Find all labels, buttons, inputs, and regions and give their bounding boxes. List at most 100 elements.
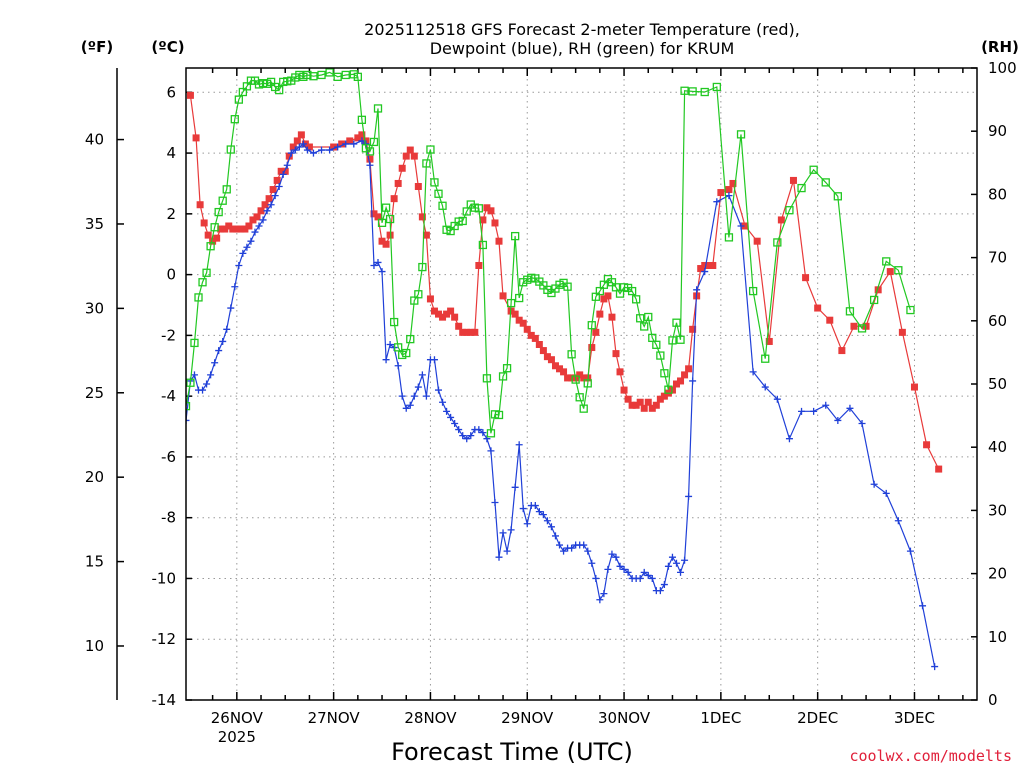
rh-point (821, 178, 830, 187)
rh-point (309, 72, 318, 81)
dewpoint-point (620, 565, 628, 573)
temperature-point (406, 146, 414, 154)
dewpoint-point (664, 562, 672, 570)
dewpoint-point (342, 140, 350, 148)
chart-title-line1: 2025112518 GFS Forecast 2-meter Temperat… (364, 20, 800, 39)
rh-point (587, 321, 596, 330)
temperature-point (898, 328, 906, 336)
rh-tick-label: 100 (988, 59, 1017, 77)
rh-point (210, 223, 219, 232)
temperature-point (491, 219, 499, 227)
fahrenheit-unit-label: (ºF) (81, 38, 113, 56)
temperature-point (656, 395, 664, 403)
temperature-point (523, 325, 531, 333)
dewpoint-point (398, 392, 406, 400)
rh-point (660, 369, 669, 378)
dewpoint-point (370, 262, 378, 269)
dewpoint-point (725, 192, 733, 200)
temperature-point (616, 368, 624, 376)
temperature-point (709, 262, 717, 269)
temperature-point (765, 337, 773, 345)
dewpoint-point (604, 565, 612, 573)
rh-tick-label: 0 (988, 691, 998, 709)
celsius-tick-label: -2 (161, 326, 176, 344)
rh-point (688, 87, 697, 96)
dewpoint-point (291, 146, 299, 154)
temperature-point (402, 152, 410, 160)
temperature-point (358, 131, 366, 139)
dewpoint-point (414, 383, 422, 391)
dewpoint-point (443, 407, 451, 415)
temperature-line (189, 95, 940, 470)
temperature-point (265, 195, 273, 203)
temperature-point (652, 401, 660, 409)
dewpoint-point (467, 432, 475, 440)
x-tick-label: 30NOV (598, 709, 651, 727)
temperature-point (459, 328, 467, 336)
dewpoint-point (439, 398, 447, 406)
dewpoint-point (773, 395, 781, 403)
celsius-tick-label: -10 (152, 569, 177, 587)
rh-point (402, 348, 411, 358)
dewpoint-point (906, 547, 914, 555)
dewpoint-point (430, 356, 438, 364)
rh-point (575, 393, 584, 402)
temperature-point (826, 316, 834, 324)
temperature-point (217, 225, 225, 233)
temperature-point (418, 213, 426, 221)
dewpoint-point (271, 192, 279, 200)
dewpoint-point (677, 568, 685, 576)
rh-point (194, 293, 203, 302)
rh-point (627, 286, 637, 296)
temperature-point (293, 137, 301, 145)
temperature-point (483, 204, 491, 212)
temperature-point (608, 313, 616, 321)
temperature-point (455, 322, 463, 330)
dewpoint-point (785, 435, 793, 443)
temperature-point (672, 380, 680, 388)
temperature-point (435, 310, 443, 318)
rh-point (474, 204, 483, 213)
x-tick-label: 29NOV (501, 709, 554, 727)
temperature-point (753, 237, 761, 245)
rh-point (478, 240, 488, 250)
temperature-point (628, 401, 636, 409)
rh-point (365, 147, 375, 156)
rh-point (797, 183, 806, 193)
rh-point (567, 350, 576, 359)
dewpoint-point (644, 571, 652, 579)
temperature-point (701, 262, 709, 269)
temperature-point (378, 237, 386, 245)
temperature-point (487, 207, 495, 215)
dewpoint-point (350, 140, 358, 148)
temperature-point (463, 328, 471, 336)
dewpoint-point (451, 420, 459, 427)
temperature-point (600, 295, 608, 303)
x-tick-sublabel: 2025 (218, 728, 256, 746)
rh-tick-label: 10 (988, 628, 1007, 646)
rh-point (579, 404, 588, 413)
rh-point (652, 340, 661, 349)
dewpoint-point (640, 568, 648, 576)
celsius-tick-label: 2 (166, 205, 176, 223)
temperature-point (390, 195, 398, 203)
dewpoint-point (318, 146, 326, 154)
temperature-point (386, 231, 394, 239)
dewpoint-point (551, 532, 559, 540)
temperature-point (229, 225, 237, 233)
dewpoint-point (858, 420, 866, 427)
rh-point (506, 298, 516, 308)
temperature-point (241, 225, 249, 233)
dewpoint-point (543, 517, 551, 525)
rh-point (482, 374, 492, 383)
dewpoint-point (822, 401, 830, 409)
dewpoint-point (386, 341, 394, 348)
rh-point (430, 178, 439, 187)
temperature-point (802, 274, 810, 282)
dewpoint-point (275, 183, 283, 190)
temperature-point (475, 262, 483, 269)
rh-point (761, 354, 770, 363)
temperature-point (556, 365, 564, 373)
rh-unit-label: (RH) (981, 38, 1019, 56)
temperature-point (777, 216, 785, 224)
